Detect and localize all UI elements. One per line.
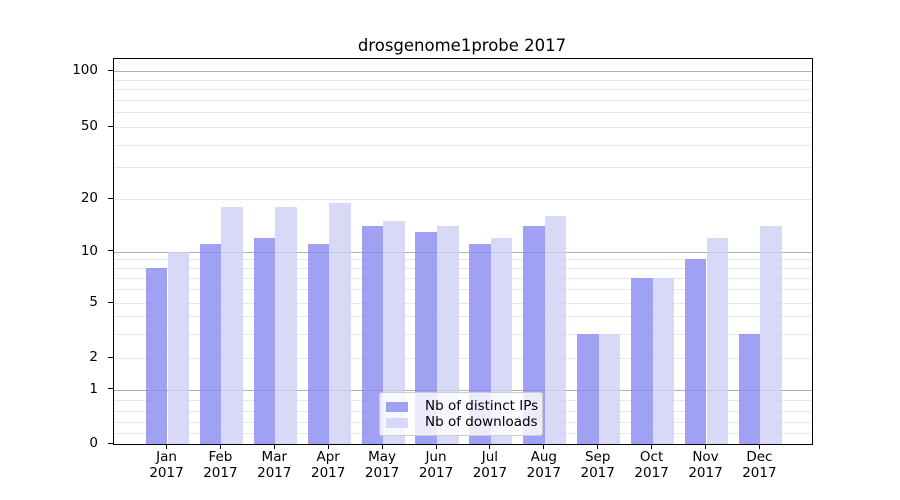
- y-axis-tick-label: 50: [80, 118, 98, 134]
- bar-downloads-dec: [760, 226, 782, 444]
- x-tick-mark: [381, 444, 383, 449]
- gridline-major: [114, 251, 812, 253]
- x-axis-tick-label: Sep 2017: [580, 449, 615, 481]
- gridline-minor: [114, 199, 812, 200]
- chart-title: drosgenome1probe 2017: [357, 36, 567, 55]
- y-tick-mark: [108, 442, 114, 444]
- legend-swatch-distinct-ips-icon: [386, 401, 408, 412]
- legend-item-downloads: Nb of downloads: [386, 414, 538, 430]
- bar-downloads-feb: [221, 206, 243, 444]
- bar-downloads-sep: [598, 333, 621, 444]
- y-axis-tick-label: 10: [80, 242, 98, 259]
- bar-distinct-ips-jan: [145, 268, 168, 444]
- gridline-minor: [114, 99, 812, 101]
- y-axis-tick-label: 5: [89, 294, 98, 310]
- x-axis-tick-label: Jul 2017: [472, 449, 508, 481]
- x-axis-tick-label: Dec 2017: [742, 449, 777, 481]
- y-tick-mark: [108, 388, 114, 389]
- bar-downloads-nov: [706, 237, 729, 444]
- gridline-minor: [114, 358, 812, 359]
- x-tick-mark: [543, 444, 545, 449]
- x-tick-mark: [705, 444, 706, 449]
- gridline-major: [114, 71, 812, 72]
- x-axis-tick-label: Aug 2017: [526, 449, 561, 481]
- gridline-minor: [114, 289, 812, 291]
- bar-downloads-oct: [652, 278, 675, 444]
- x-axis-tick-label: Mar 2017: [257, 449, 292, 481]
- x-axis-tick-label: May 2017: [364, 449, 400, 481]
- x-tick-mark: [651, 444, 653, 449]
- x-axis-tick-label: Apr 2017: [311, 449, 346, 481]
- x-tick-mark: [166, 444, 167, 449]
- y-axis-tick-label: 1: [89, 380, 98, 397]
- bar-distinct-ips-apr: [307, 244, 330, 444]
- bar-distinct-ips-nov: [684, 259, 707, 444]
- x-tick-mark: [435, 444, 437, 449]
- y-axis-tick-label: 0: [89, 435, 98, 451]
- gridline-minor: [114, 112, 812, 114]
- plot-area: [113, 58, 813, 445]
- bar-distinct-ips-may: [361, 226, 384, 444]
- bar-distinct-ips-dec: [738, 333, 761, 444]
- x-axis-tick-label: Jun 2017: [418, 449, 454, 481]
- legend-item-distinct-ips: Nb of distinct IPs: [386, 398, 539, 414]
- x-tick-mark: [489, 444, 491, 449]
- y-axis-tick-label: 20: [80, 190, 98, 206]
- gridline-major: [114, 389, 812, 391]
- bar-distinct-ips-feb: [199, 244, 222, 444]
- y-tick-mark: [108, 125, 114, 127]
- y-tick-mark: [108, 197, 114, 199]
- bar-distinct-ips-mar: [253, 237, 276, 444]
- y-tick-mark: [108, 356, 114, 358]
- bar-distinct-ips-sep: [577, 333, 599, 444]
- x-tick-mark: [273, 444, 275, 449]
- gridline-minor: [114, 127, 812, 128]
- gridline-minor: [114, 278, 812, 279]
- gridline-minor: [114, 259, 812, 261]
- gridline-minor: [114, 333, 812, 335]
- x-axis-tick-label: Feb 2017: [203, 449, 238, 481]
- gridline-minor: [114, 144, 812, 146]
- legend-swatch-downloads-icon: [386, 417, 408, 428]
- x-tick-mark: [327, 444, 329, 449]
- x-tick-mark: [758, 444, 760, 449]
- bar-downloads-apr: [329, 202, 351, 444]
- gridline-minor: [114, 79, 812, 81]
- bar-distinct-ips-oct: [631, 278, 653, 444]
- y-tick-mark: [108, 301, 114, 303]
- x-axis-tick-label: Jan 2017: [149, 449, 184, 481]
- plot-inner: [114, 59, 812, 444]
- gridline-minor: [114, 268, 812, 270]
- bar-downloads-mar: [275, 206, 297, 444]
- y-axis-tick-label: 100: [72, 62, 98, 78]
- legend: Nb of distinct IPs Nb of downloads: [379, 392, 543, 436]
- x-tick-mark: [597, 444, 599, 449]
- x-tick-mark: [219, 444, 221, 449]
- legend-label-downloads: Nb of downloads: [425, 414, 538, 430]
- gridline-minor: [114, 89, 812, 91]
- bar-downloads-jun: [437, 226, 459, 444]
- bar-distinct-ips-jun: [415, 231, 437, 444]
- bar-downloads-may: [383, 220, 405, 444]
- gridline-minor: [114, 303, 812, 304]
- bar-downloads-jan: [167, 251, 190, 444]
- y-tick-mark: [108, 250, 114, 251]
- y-axis-tick-label: 2: [89, 349, 98, 365]
- x-axis-tick-label: Nov 2017: [688, 449, 723, 481]
- x-axis-tick-label: Oct 2017: [634, 449, 669, 481]
- gridline-minor: [114, 167, 812, 169]
- bar-distinct-ips-aug: [523, 226, 545, 444]
- bar-downloads-aug: [544, 215, 567, 444]
- legend-label-distinct-ips: Nb of distinct IPs: [425, 398, 539, 414]
- gridline-minor: [114, 316, 812, 318]
- y-tick-mark: [108, 69, 114, 71]
